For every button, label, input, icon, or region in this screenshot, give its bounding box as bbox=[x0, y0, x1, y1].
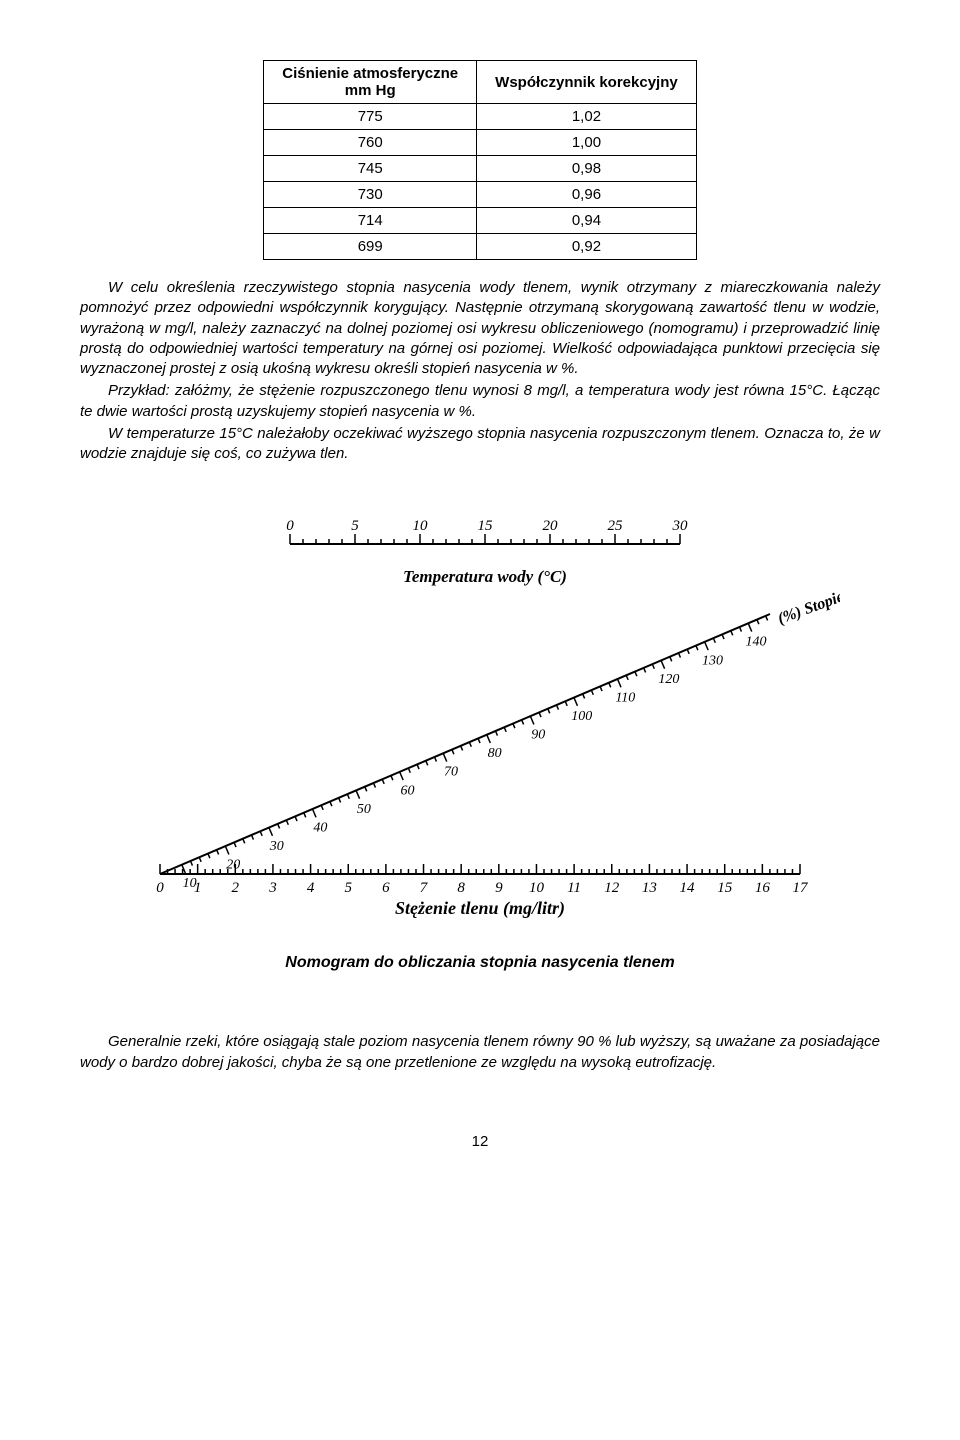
svg-text:10: 10 bbox=[413, 518, 429, 534]
svg-text:14: 14 bbox=[680, 880, 696, 896]
nomogram-top-label: Temperatura wody (°C) bbox=[403, 567, 567, 586]
table-row: 7140,94 bbox=[264, 208, 696, 234]
table-header-pressure: Ciśnienie atmosferyczne mm Hg bbox=[264, 61, 477, 104]
svg-text:2: 2 bbox=[232, 880, 240, 896]
svg-text:0: 0 bbox=[286, 518, 294, 534]
svg-text:7: 7 bbox=[420, 880, 429, 896]
svg-text:130: 130 bbox=[702, 654, 723, 669]
svg-text:17: 17 bbox=[793, 880, 810, 896]
correction-table: Ciśnienie atmosferyczne mm Hg Współczynn… bbox=[263, 60, 696, 260]
svg-text:120: 120 bbox=[658, 672, 679, 687]
table-cell: 0,94 bbox=[477, 208, 697, 234]
svg-text:90: 90 bbox=[531, 728, 545, 743]
svg-text:12: 12 bbox=[604, 880, 620, 896]
body-text-2: Generalnie rzeki, które osiągają stale p… bbox=[80, 1032, 880, 1073]
table-cell: 0,96 bbox=[477, 182, 697, 208]
body-text: W celu określenia rzeczywistego stopnia … bbox=[80, 278, 880, 464]
correction-table-wrap: Ciśnienie atmosferyczne mm Hg Współczynn… bbox=[80, 60, 880, 260]
svg-text:110: 110 bbox=[615, 691, 635, 706]
table-header-coeff: Współczynnik korekcyjny bbox=[477, 61, 697, 104]
table-cell: 1,00 bbox=[477, 130, 697, 156]
paragraph-4: Generalnie rzeki, które osiągają stale p… bbox=[80, 1032, 880, 1073]
table-row: 7601,00 bbox=[264, 130, 696, 156]
svg-text:0: 0 bbox=[156, 880, 164, 896]
nomogram-bottom-label: Stężenie tlenu (mg/litr) bbox=[395, 898, 565, 919]
paragraph-2: Przykład: załóżmy, że stężenie rozpuszcz… bbox=[80, 381, 880, 422]
page-number: 12 bbox=[80, 1133, 880, 1150]
svg-text:5: 5 bbox=[351, 518, 359, 534]
svg-text:30: 30 bbox=[672, 518, 689, 534]
table-row: 7450,98 bbox=[264, 156, 696, 182]
svg-text:140: 140 bbox=[746, 635, 767, 650]
table-cell: 1,02 bbox=[477, 104, 697, 130]
svg-text:9: 9 bbox=[495, 880, 503, 896]
svg-text:11: 11 bbox=[567, 880, 581, 896]
table-row: 7751,02 bbox=[264, 104, 696, 130]
svg-text:40: 40 bbox=[313, 821, 327, 836]
nomogram-caption: Nomogram do obliczania stopnia nasycenia… bbox=[80, 954, 880, 972]
svg-text:60: 60 bbox=[400, 784, 414, 799]
paragraph-1: W celu określenia rzeczywistego stopnia … bbox=[80, 278, 880, 379]
svg-text:3: 3 bbox=[268, 880, 277, 896]
svg-text:6: 6 bbox=[382, 880, 390, 896]
svg-text:13: 13 bbox=[642, 880, 657, 896]
svg-text:16: 16 bbox=[755, 880, 771, 896]
svg-text:15: 15 bbox=[478, 518, 494, 534]
svg-text:10: 10 bbox=[529, 880, 545, 896]
table-cell: 699 bbox=[264, 234, 477, 260]
table-cell: 775 bbox=[264, 104, 477, 130]
svg-text:100: 100 bbox=[571, 709, 592, 724]
svg-text:70: 70 bbox=[444, 765, 458, 780]
nomogram-diag-label: (%) Stopień nasycenia bbox=[776, 562, 840, 628]
table-row: 7300,96 bbox=[264, 182, 696, 208]
table-cell: 0,92 bbox=[477, 234, 697, 260]
svg-text:8: 8 bbox=[457, 880, 465, 896]
svg-text:80: 80 bbox=[488, 746, 502, 761]
table-cell: 0,98 bbox=[477, 156, 697, 182]
svg-text:4: 4 bbox=[307, 880, 315, 896]
nomogram-diagram: 051015202530 Temperatura wody (°C) 10203… bbox=[120, 504, 840, 924]
table-cell: 745 bbox=[264, 156, 477, 182]
svg-text:30: 30 bbox=[269, 839, 284, 854]
table-cell: 714 bbox=[264, 208, 477, 234]
svg-text:5: 5 bbox=[344, 880, 352, 896]
svg-text:25: 25 bbox=[608, 518, 624, 534]
paragraph-3: W temperaturze 15°C należałoby oczekiwać… bbox=[80, 424, 880, 465]
table-row: 6990,92 bbox=[264, 234, 696, 260]
svg-text:50: 50 bbox=[357, 802, 371, 817]
svg-text:20: 20 bbox=[543, 518, 559, 534]
svg-text:1: 1 bbox=[194, 880, 202, 896]
table-cell: 730 bbox=[264, 182, 477, 208]
svg-text:15: 15 bbox=[717, 880, 733, 896]
table-cell: 760 bbox=[264, 130, 477, 156]
